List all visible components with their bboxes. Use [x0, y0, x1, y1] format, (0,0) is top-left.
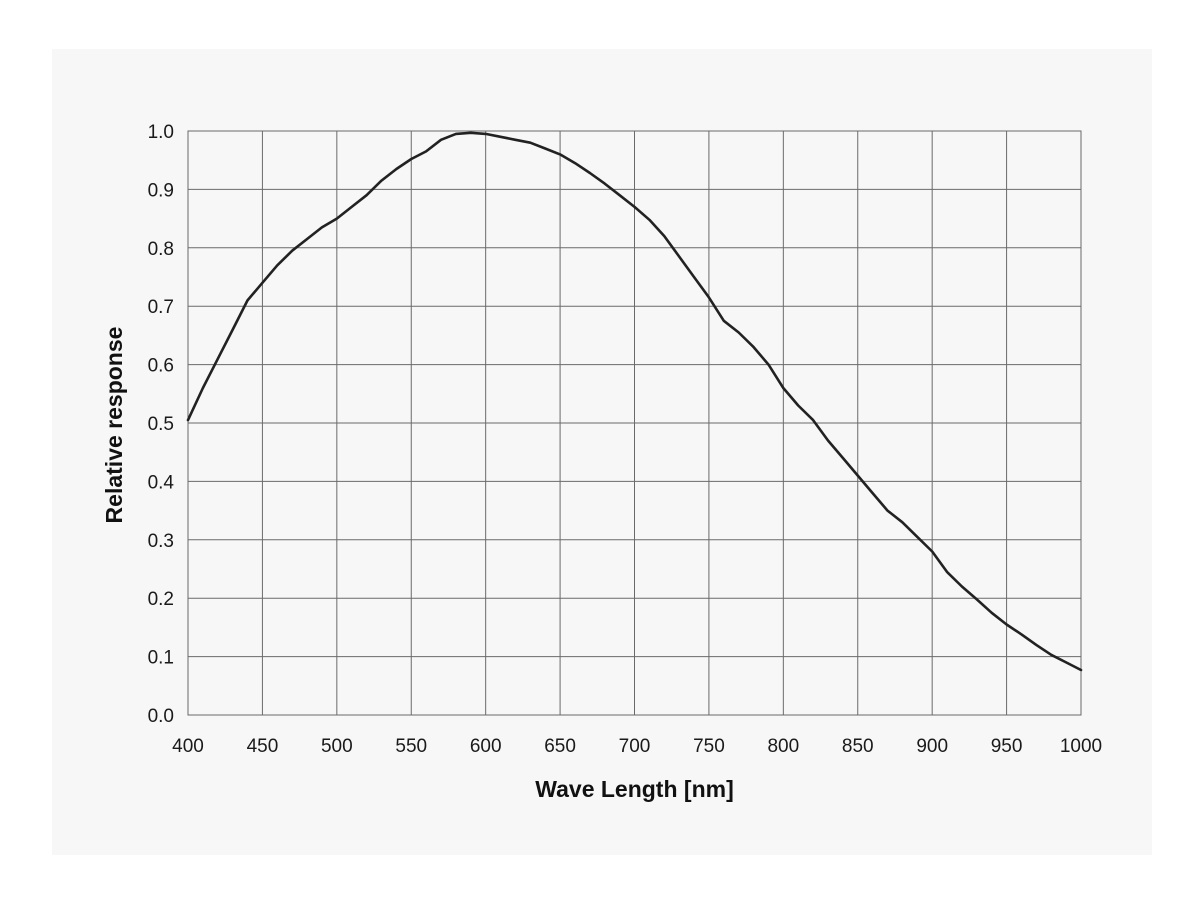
x-tick-label: 800 — [767, 736, 799, 757]
x-tick-label: 450 — [247, 736, 279, 757]
x-tick-label: 500 — [321, 736, 353, 757]
x-tick-label: 900 — [916, 736, 948, 757]
y-tick-label: 0.1 — [148, 648, 174, 669]
x-tick-label: 400 — [172, 736, 204, 757]
x-tick-label: 750 — [693, 736, 725, 757]
y-axis-ticks: 0.0 0.1 0.2 0.3 0.4 0.5 0.6 0.7 0.8 0.9 1.0 — [148, 122, 175, 727]
response-chart: 400 450 500 550 600 650 700 750 800 850 900 950 1000… — [101, 122, 1102, 802]
x-tick-label: 650 — [544, 736, 576, 757]
x-tick-label: 850 — [842, 736, 874, 757]
plot-frame — [187, 130, 1082, 716]
y-axis-title: Relative response — [101, 327, 127, 524]
x-axis-title: Wave Length [nm] — [535, 776, 733, 802]
y-tick-label: 0.2 — [148, 589, 174, 610]
response-curve — [186, 131, 1083, 672]
y-tick-label: 0.5 — [148, 414, 174, 435]
y-tick-label: 0.6 — [148, 356, 174, 377]
y-tick-label: 1.0 — [148, 122, 174, 143]
x-tick-label: 1000 — [1060, 736, 1102, 757]
y-tick-label: 0.9 — [148, 180, 174, 201]
y-tick-label: 0.0 — [148, 706, 174, 727]
y-tick-label: 0.3 — [148, 531, 174, 552]
x-axis-ticks: 400 450 500 550 600 650 700 750 800 850 900 950 1000 — [172, 736, 1102, 757]
x-tick-label: 550 — [395, 736, 427, 757]
x-tick-label: 700 — [619, 736, 651, 757]
x-tick-label: 950 — [991, 736, 1023, 757]
y-tick-label: 0.4 — [148, 472, 175, 493]
grid — [187, 130, 1082, 716]
y-tick-label: 0.8 — [148, 239, 174, 260]
series-group — [186, 131, 1083, 672]
y-tick-label: 0.7 — [148, 297, 174, 318]
chart-panel: 400 450 500 550 600 650 700 750 800 850 900 950 1000… — [52, 49, 1152, 855]
x-tick-label: 600 — [470, 736, 502, 757]
